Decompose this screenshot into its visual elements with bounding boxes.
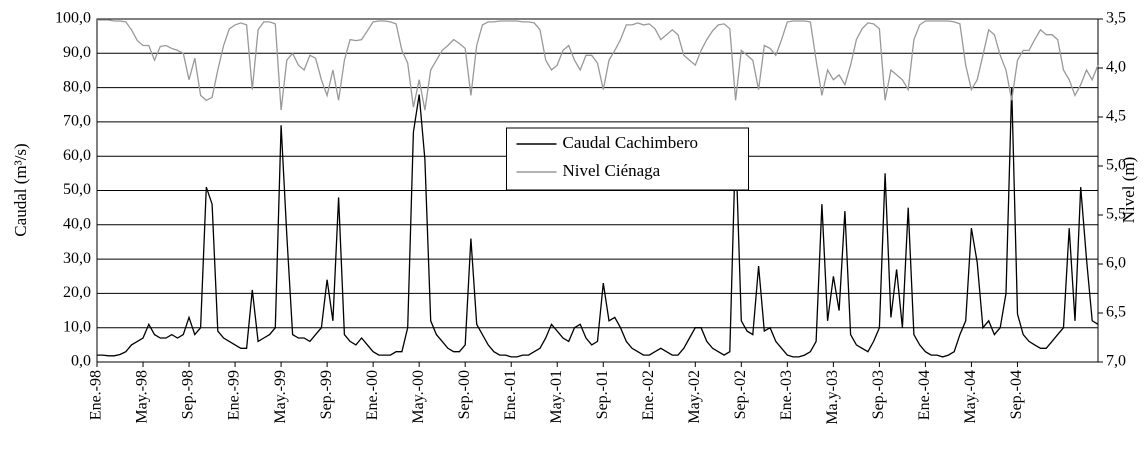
x-tick-label: Ene.-02	[640, 370, 657, 420]
y2-tick-label: 4,0	[1106, 59, 1126, 76]
plot-frame	[96, 18, 1099, 363]
y-axis-label: Caudal (m³/s)	[11, 143, 30, 236]
y2-axis-label: Nivel (m)	[1119, 157, 1138, 224]
x-tick-label: May.-00	[410, 370, 427, 424]
y-tick-label: 80,0	[63, 78, 91, 95]
x-tick-label: Sep.-99	[318, 370, 335, 419]
legend-label: Caudal Cachimbero	[563, 133, 699, 152]
x-tick-label: Ene.-01	[502, 370, 519, 420]
x-tick-label: Ene.-04	[916, 370, 933, 420]
y-tick-label: 100,0	[55, 10, 91, 27]
x-tick-label: May.-02	[686, 370, 703, 424]
x-tick-label: Sep.-00	[456, 370, 473, 419]
x-tick-label: Ene.-03	[778, 370, 795, 420]
x-tick-label: Ma.y-03	[824, 370, 841, 425]
x-tick-label: Ene.-00	[364, 370, 381, 420]
x-tick-label: May.-04	[962, 370, 979, 424]
y-tick-label: 40,0	[63, 215, 91, 232]
x-tick-label: May.-98	[134, 370, 151, 424]
y-tick-label: 20,0	[63, 284, 91, 301]
y2-tick-label: 6,5	[1106, 304, 1126, 321]
y2-tick-label: 3,5	[1106, 10, 1126, 27]
y-tick-label: 0,0	[71, 353, 91, 370]
x-tick-label: May.-99	[272, 370, 289, 424]
series-line	[97, 87, 1099, 358]
y-tick-label: 70,0	[63, 113, 91, 130]
y-tick-label: 10,0	[63, 318, 91, 335]
y2-tick-label: 5,5	[1106, 206, 1126, 223]
legend-box	[506, 127, 749, 191]
y-tick-label: 60,0	[63, 147, 91, 164]
x-tick-label: Sep.-01	[594, 370, 611, 419]
y2-tick-label: 5,0	[1106, 157, 1126, 174]
y2-tick-label: 4,5	[1106, 108, 1126, 125]
y-tick-label: 50,0	[63, 181, 91, 198]
x-tick-label: Sep.-98	[180, 370, 197, 419]
y-tick-label: 30,0	[63, 250, 91, 267]
x-tick-label: Sep.-02	[732, 370, 749, 419]
y-tick-label: 90,0	[63, 44, 91, 61]
y2-tick-label: 6,0	[1106, 255, 1126, 272]
x-tick-label: Ene.-98	[88, 370, 105, 420]
x-tick-label: Sep.-03	[870, 370, 887, 419]
x-tick-label: May.-01	[548, 370, 565, 424]
y2-tick-label: 7,0	[1106, 353, 1126, 370]
x-tick-label: Ene.-99	[226, 370, 243, 420]
series-line	[97, 19, 1099, 111]
legend-label: Nivel Ciénaga	[563, 161, 661, 180]
x-tick-label: Sep.-04	[1008, 370, 1025, 419]
